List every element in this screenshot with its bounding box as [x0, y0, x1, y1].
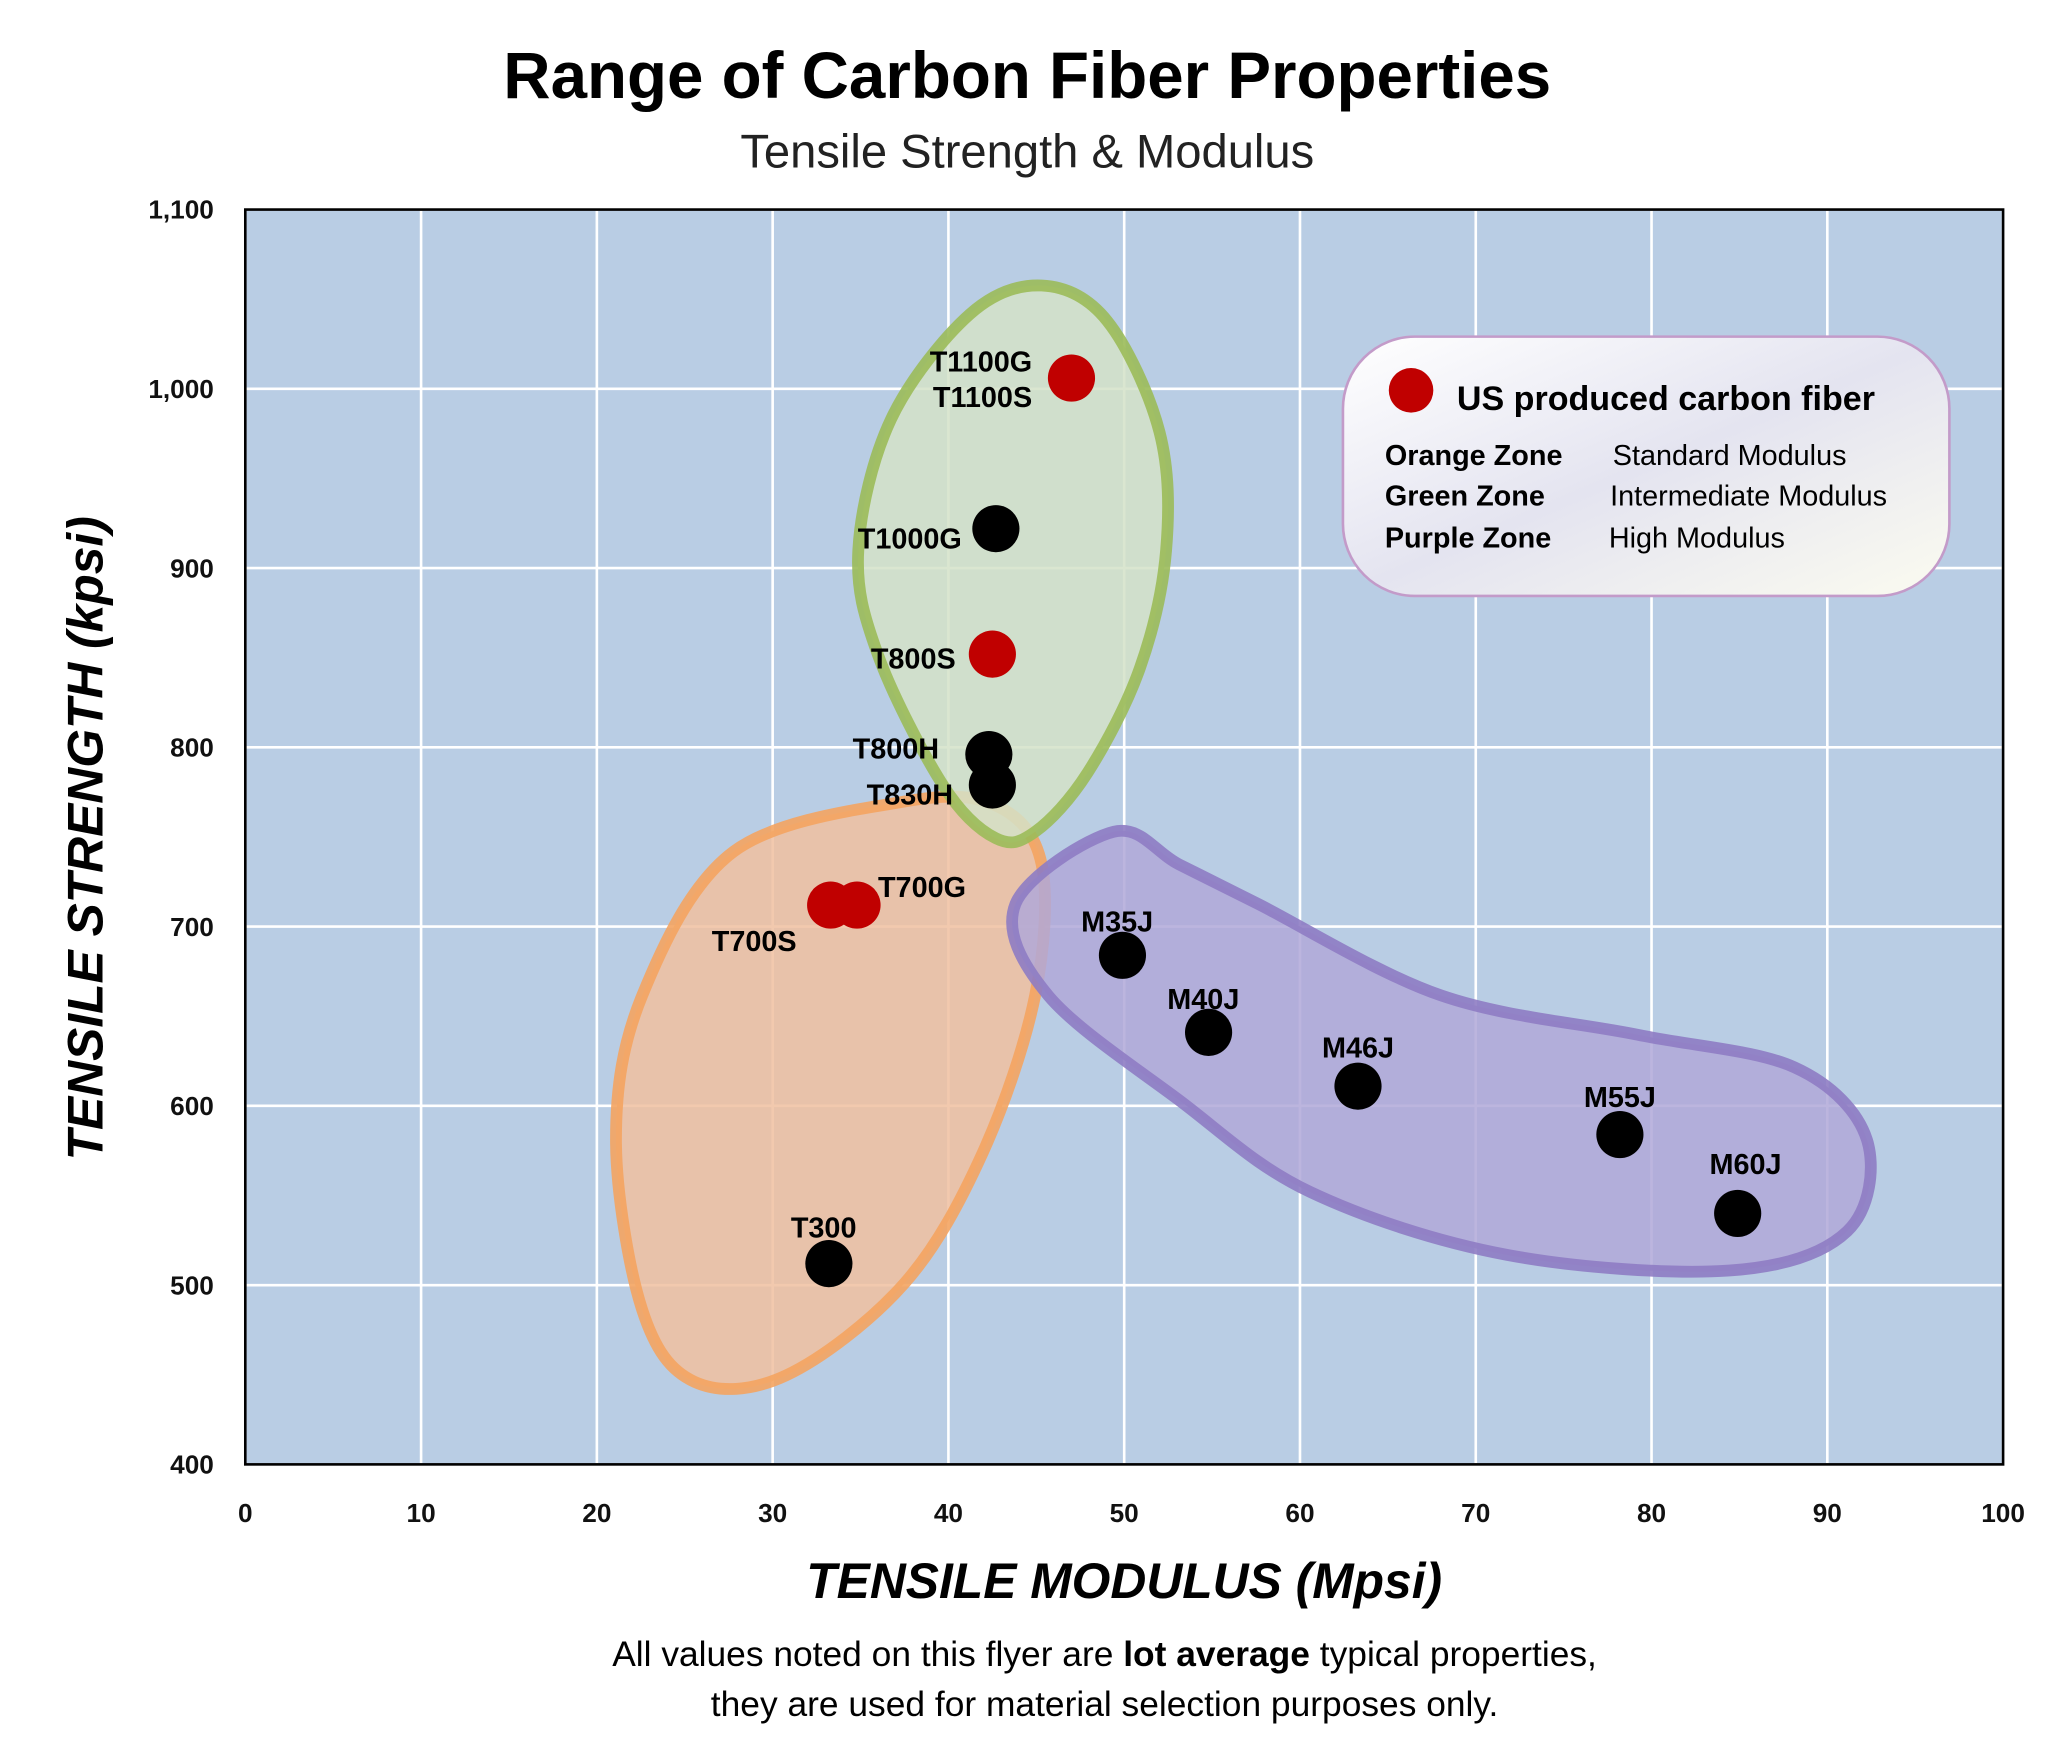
x-tick-label: 50 — [1110, 1498, 1139, 1528]
legend-zone-purple: Purple Zone — [1385, 523, 1551, 555]
data-point-label: M35J — [1081, 907, 1153, 939]
x-tick-label: 10 — [407, 1498, 436, 1528]
legend: US produced carbon fiber Orange Zone Sta… — [1341, 335, 1951, 598]
x-tick-label: 90 — [1813, 1498, 1842, 1528]
data-point — [1047, 354, 1096, 402]
legend-meaning-orange: Standard Modulus — [1613, 440, 1847, 472]
chart-subtitle: Tensile Strength & Modulus — [740, 125, 1314, 178]
x-tick-label: 100 — [1981, 1498, 2025, 1528]
data-point — [1334, 1062, 1382, 1110]
x-tick-label: 40 — [934, 1498, 963, 1528]
data-point-label: T300 — [791, 1212, 857, 1244]
y-axis-label: TENSILE STRENGTH (kpsi) — [58, 516, 114, 1160]
data-point-label: T830H — [867, 780, 953, 812]
data-point-label: M60J — [1710, 1149, 1782, 1181]
data-point-label: T800S — [871, 644, 956, 676]
data-point-label: T1100S — [933, 382, 1032, 414]
data-point-label: M40J — [1167, 984, 1239, 1016]
data-point-label: T800H — [853, 733, 939, 765]
y-tick-label: 500 — [170, 1270, 214, 1300]
footer-pre: All values noted on this flyer are — [612, 1635, 1123, 1674]
legend-zone-green: Green Zone — [1385, 481, 1545, 513]
x-tick-label: 60 — [1285, 1498, 1314, 1528]
x-tick-label: 0 — [238, 1498, 253, 1528]
data-point — [1596, 1110, 1644, 1159]
footer-bold: lot average — [1123, 1635, 1310, 1674]
data-point — [833, 881, 881, 929]
green-zone — [852, 279, 1174, 849]
y-tick-label: 1,000 — [148, 374, 214, 404]
data-point — [972, 505, 1020, 553]
y-tick-label: 800 — [170, 733, 214, 763]
legend-us-label: US produced carbon fiber — [1457, 380, 1875, 418]
footer-line-2: they are used for material selection pur… — [711, 1685, 1498, 1724]
legend-us-marker — [1388, 368, 1434, 413]
y-tick-label: 700 — [170, 912, 214, 942]
data-point — [805, 1240, 853, 1288]
plot-border — [243, 208, 2005, 1466]
legend-meaning-purple: High Modulus — [1609, 523, 1785, 555]
data-point-label: M55J — [1584, 1082, 1656, 1114]
footer-post: typical properties, — [1310, 1635, 1597, 1674]
legend-meaning-green: Intermediate Modulus — [1610, 481, 1887, 513]
legend-zone-orange: Orange Zone — [1385, 440, 1563, 472]
chart-title: Range of Carbon Fiber Properties — [503, 39, 1551, 112]
data-point-label: T1000G — [858, 523, 962, 555]
data-point — [1098, 931, 1147, 979]
x-tick-label: 30 — [758, 1498, 787, 1528]
footer-line-1: All values noted on this flyer are lot a… — [612, 1635, 1597, 1674]
x-tick-label: 70 — [1461, 1498, 1490, 1528]
x-tick-label: 20 — [582, 1498, 611, 1528]
legend-box — [1341, 335, 1951, 598]
purple-zone — [1006, 824, 1877, 1278]
data-point-label: T1100G — [930, 347, 1032, 379]
data-point — [968, 761, 1016, 809]
data-point — [1184, 1008, 1233, 1056]
x-axis-label: TENSILE MODULUS (Mpsi) — [806, 1553, 1442, 1609]
y-tick-label: 600 — [170, 1091, 214, 1121]
data-point-label: T700G — [878, 872, 966, 904]
data-point — [968, 630, 1016, 678]
data-point — [1714, 1189, 1762, 1238]
y-tick-label: 1,100 — [148, 195, 214, 225]
data-point-label: T700S — [712, 926, 797, 958]
y-tick-label: 400 — [170, 1450, 214, 1480]
x-tick-label: 80 — [1637, 1498, 1666, 1528]
y-tick-label: 900 — [170, 553, 214, 583]
data-point-label: M46J — [1322, 1032, 1394, 1064]
